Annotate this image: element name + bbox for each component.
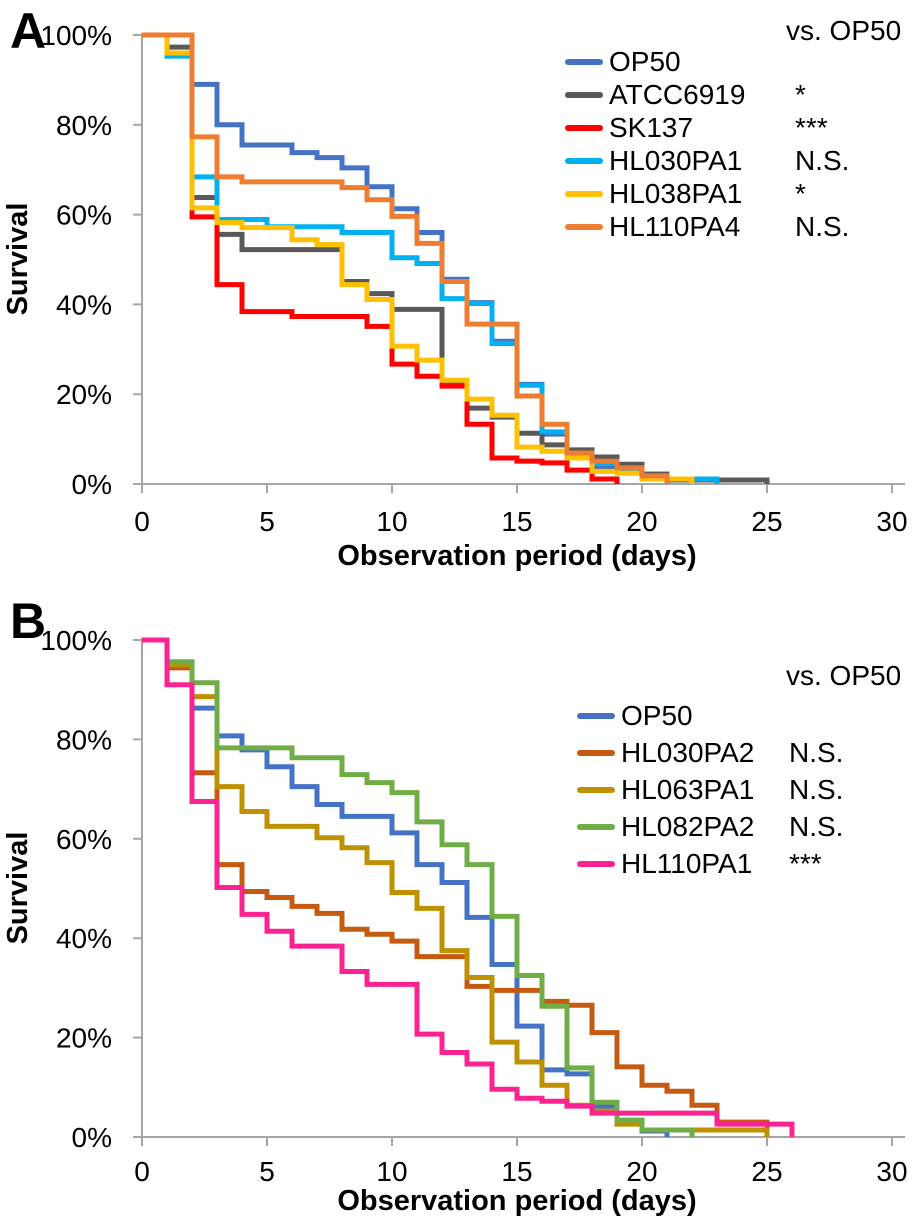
legend-swatch-icon [577, 750, 615, 756]
panel-a-y-axis-title: Survival [2, 202, 34, 316]
legend-series-label: HL082PA2 [621, 811, 755, 842]
panel-a-letter: A [10, 3, 48, 59]
legend-series-label: HL038PA1 [609, 178, 743, 209]
legend-swatch-icon [565, 191, 603, 197]
legend-swatch-icon [577, 824, 615, 830]
survival-curve-HL082PA2 [142, 637, 695, 1137]
legend-series-label: OP50 [609, 46, 681, 77]
legend-item-OP50: OP50 [577, 700, 912, 732]
legend-swatch-icon [577, 713, 615, 719]
x-tick-label: 10 [376, 1156, 407, 1187]
y-tick-label: 100% [40, 20, 112, 51]
panel-a-legend-header: vs. OP50 [786, 15, 902, 46]
legend-series-label: SK137 [609, 112, 694, 143]
significance-label: N.S. [789, 774, 844, 805]
significance-label: N.S. [795, 145, 850, 176]
x-tick-label: 30 [876, 1156, 907, 1187]
legend-swatch-icon [565, 92, 603, 98]
legend-series-label: HL110PA1 [621, 848, 753, 879]
legend-swatch-icon [565, 59, 603, 65]
legend-series-label: OP50 [621, 700, 693, 731]
x-tick-label: 0 [134, 506, 150, 537]
y-tick-label: 60% [56, 200, 112, 231]
legend-item-OP50: OP50 [565, 46, 912, 78]
legend-series-label: HL110PA4 [609, 211, 741, 242]
x-tick-label: 25 [751, 506, 782, 537]
legend-item-HL063PA1: HL063PA1 N.S. [577, 774, 912, 806]
legend-swatch-icon [565, 224, 603, 230]
x-tick-label: 10 [376, 506, 407, 537]
significance-label: N.S. [789, 811, 844, 842]
significance-label: N.S. [789, 737, 844, 768]
y-tick-label: 20% [56, 1023, 112, 1054]
legend-item-SK137: SK137 *** [565, 112, 912, 144]
survival-curve-SK137 [142, 32, 620, 484]
x-tick-label: 0 [134, 1156, 150, 1187]
legend-series-label: ATCC6919 [609, 79, 746, 110]
x-tick-label: 20 [626, 1156, 657, 1187]
x-tick-label: 15 [501, 506, 532, 537]
panel-b-legend-header: vs. OP50 [786, 660, 902, 691]
significance-label: * [795, 79, 806, 110]
y-tick-label: 40% [56, 289, 112, 320]
x-tick-label: 20 [626, 506, 657, 537]
x-tick-label: 5 [259, 506, 275, 537]
y-tick-label: 20% [56, 379, 112, 410]
y-tick-label: 40% [56, 923, 112, 954]
y-tick-label: 60% [56, 824, 112, 855]
panel-b-letter: B [10, 593, 48, 649]
legend-swatch-icon [565, 125, 603, 131]
x-tick-label: 30 [876, 506, 907, 537]
y-tick-label: 0% [72, 1122, 112, 1153]
legend-series-label: HL063PA1 [621, 774, 755, 805]
survival-curve-HL110PA1 [142, 637, 795, 1137]
significance-label: * [795, 178, 806, 209]
survival-curve-HL110PA4 [142, 32, 670, 484]
significance-label: N.S. [795, 211, 850, 242]
y-tick-label: 80% [56, 110, 112, 141]
legend-item-HL082PA2: HL082PA2 N.S. [577, 811, 912, 843]
legend-item-HL030PA1: HL030PA1 N.S. [565, 145, 912, 177]
panel-a-x-axis-title: Observation period (days) [337, 540, 697, 572]
significance-label: *** [795, 112, 828, 143]
survival-curve-HL030PA2 [142, 637, 770, 1137]
significance-label: *** [789, 848, 822, 879]
legend-item-HL030PA2: HL030PA2 N.S. [577, 737, 912, 769]
y-tick-label: 80% [56, 724, 112, 755]
legend-item-ATCC6919: ATCC6919 * [565, 79, 912, 111]
x-tick-label: 25 [751, 1156, 782, 1187]
y-tick-label: 100% [40, 625, 112, 656]
legend-item-HL038PA1: HL038PA1 * [565, 178, 912, 210]
legend-swatch-icon [577, 787, 615, 793]
legend-swatch-icon [565, 158, 603, 164]
legend-series-label: HL030PA1 [609, 145, 743, 176]
x-tick-label: 15 [501, 1156, 532, 1187]
panel-b-x-axis-title: Observation period (days) [337, 1185, 697, 1217]
legend-series-label: HL030PA2 [621, 737, 755, 768]
panel-b-y-axis-title: Survival [2, 831, 34, 945]
y-tick-label: 0% [72, 469, 112, 500]
x-tick-label: 5 [259, 1156, 275, 1187]
legend-swatch-icon [577, 861, 615, 867]
legend-item-HL110PA1: HL110PA1 *** [577, 848, 912, 880]
legend-item-HL110PA4: HL110PA4 N.S. [565, 211, 912, 243]
